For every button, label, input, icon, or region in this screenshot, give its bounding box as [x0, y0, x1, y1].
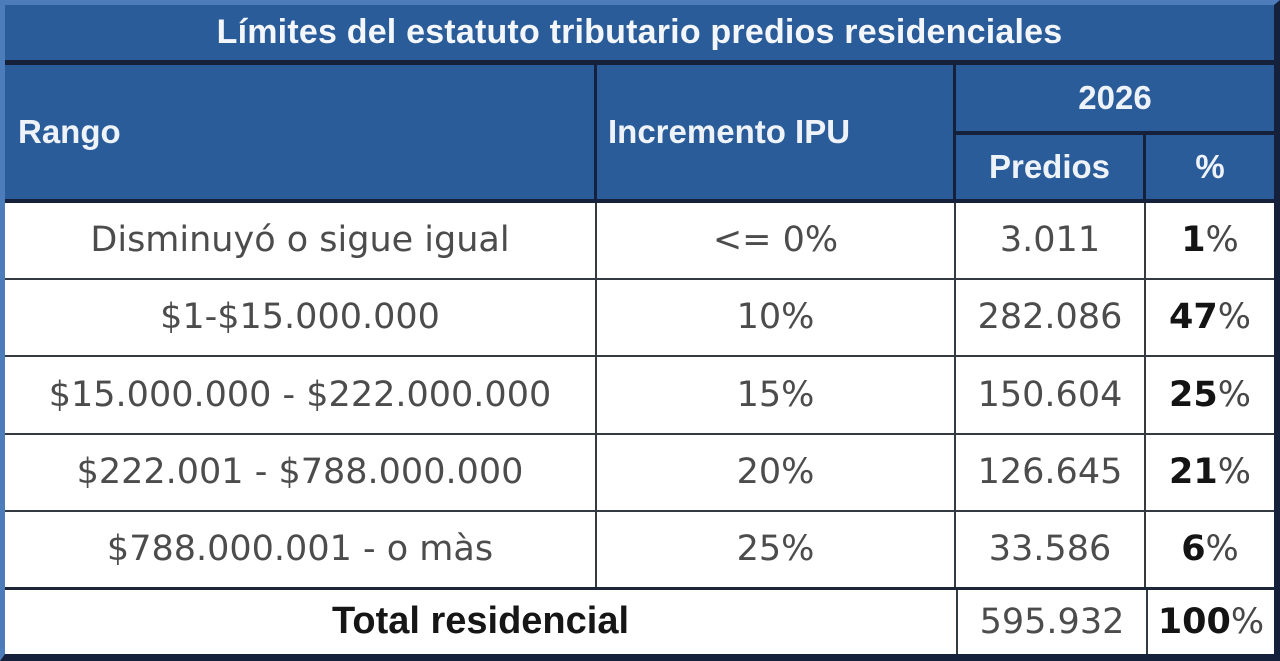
table-row: $1-$15.000.000 10% 282.086 47% — [5, 280, 1274, 358]
table-body: Disminuyó o sigue igual <= 0% 3.011 1% $… — [5, 203, 1274, 654]
cell-incremento: 15% — [597, 357, 956, 433]
percent-value: 1 — [1181, 220, 1206, 261]
percent-sign: % — [1217, 451, 1251, 492]
percent-sign: % — [1217, 297, 1251, 338]
percent-sign: % — [1217, 374, 1251, 415]
percent-value: 47 — [1169, 297, 1218, 338]
total-label: Total residencial — [5, 590, 958, 654]
percent-value: 6 — [1181, 529, 1206, 570]
table-title: Límites del estatuto tributario predios … — [5, 5, 1274, 65]
cell-rango: $222.001 - $788.000.000 — [5, 434, 597, 510]
table-row: Disminuyó o sigue igual <= 0% 3.011 1% — [5, 203, 1274, 281]
column-subheaders: Predios % — [956, 135, 1274, 199]
cell-rango: $788.000.001 - o màs — [5, 511, 597, 588]
cell-percent: 25% — [1146, 357, 1274, 432]
cell-predios: 33.586 — [956, 511, 1146, 588]
cell-incremento: 10% — [597, 280, 956, 356]
cell-percent: 1% — [1146, 203, 1274, 278]
total-predios: 595.932 — [958, 590, 1148, 654]
cell-predios: 3.011 — [956, 203, 1146, 279]
cell-predios: 282.086 — [956, 280, 1146, 356]
percent-value: 21 — [1169, 451, 1218, 492]
cell-rango: $1-$15.000.000 — [5, 280, 597, 356]
percent-value: 100 — [1157, 601, 1231, 642]
cell-rango: Disminuyó o sigue igual — [5, 203, 597, 279]
column-header-percent: % — [1195, 148, 1225, 185]
column-header-rango: Rango — [5, 65, 597, 199]
column-group-2026: 2026 Predios % — [956, 65, 1274, 199]
cell-rango: $15.000.000 - $222.000.000 — [5, 357, 597, 433]
cell-percent: 47% — [1146, 280, 1274, 355]
column-header-2026: 2026 — [956, 65, 1274, 135]
cell-incremento: 25% — [597, 511, 956, 588]
cell-incremento: <= 0% — [597, 203, 956, 279]
column-header-incremento-ipu: Incremento IPU — [597, 65, 956, 199]
percent-sign: % — [1205, 220, 1239, 261]
table-row: $222.001 - $788.000.000 20% 126.645 21% — [5, 434, 1274, 512]
cell-predios: 126.645 — [956, 434, 1146, 510]
cell-percent: 21% — [1146, 435, 1274, 510]
percent-sign: % — [1230, 601, 1265, 642]
column-header-predios: Predios — [956, 135, 1146, 199]
table-row: $15.000.000 - $222.000.000 15% 150.604 2… — [5, 357, 1274, 435]
table-row: $788.000.001 - o màs 25% 33.586 6% — [5, 511, 1274, 591]
table-header: Rango Incremento IPU 2026 Predios % — [5, 65, 1274, 203]
total-percent: 100% — [1148, 590, 1274, 654]
total-row: Total residencial 595.932 100% — [5, 590, 1274, 654]
percent-value: 25 — [1169, 374, 1218, 415]
cell-percent: 6% — [1146, 512, 1274, 587]
percent-sign: % — [1205, 529, 1239, 570]
cell-predios: 150.604 — [956, 357, 1146, 433]
cell-incremento: 20% — [597, 434, 956, 510]
